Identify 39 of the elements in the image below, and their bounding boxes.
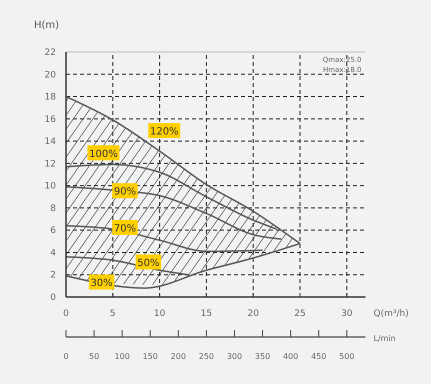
y-tick-label: 2 [50, 270, 56, 281]
x-tick-label: 20 [247, 309, 260, 319]
annotation: 100% [89, 148, 118, 160]
y-tick-label: 18 [44, 92, 56, 103]
x2-tick-label: 300 [226, 352, 242, 361]
x2-axis-title: L/min [374, 334, 396, 343]
x-tick-label: 10 [154, 309, 166, 319]
x2-tick-label: 200 [170, 352, 186, 361]
y-tick-label: 8 [50, 204, 56, 214]
x-tick-label: 25 [294, 309, 306, 319]
y-tick-label: 10 [44, 182, 56, 192]
x-axis-title: Q(m³/h) [374, 309, 409, 319]
y-tick-label: 14 [44, 137, 56, 148]
x2-tick-label: 350 [254, 352, 270, 361]
x-tick-label: 0 [63, 309, 70, 319]
x-tick-label: 15 [200, 309, 212, 319]
x2-tick-label: 500 [339, 352, 354, 361]
annotation: 50% [137, 258, 160, 269]
y-tick-label: 0 [50, 293, 56, 303]
annotation: 120% [150, 126, 179, 138]
y-tick-label: 16 [44, 114, 56, 125]
x2-tick-label: 0 [63, 352, 69, 361]
y-tick-label: 20 [44, 70, 56, 80]
x2-tick-label: 400 [283, 352, 298, 361]
x2-tick-label: 100 [114, 352, 130, 361]
annotation: 70% [114, 223, 136, 234]
x2-tick-label: 150 [142, 352, 158, 361]
x2-tick-label: 450 [311, 352, 326, 361]
y-tick-label: 4 [50, 248, 56, 258]
y-tick-label: 22 [44, 48, 56, 58]
y-axis-title: H(m) [34, 20, 60, 31]
annotation: 30% [90, 278, 113, 290]
x2-tick-label: 250 [198, 352, 214, 361]
x2-tick-label: 50 [88, 352, 100, 361]
x-tick-label: 5 [110, 309, 116, 319]
y-tick-label: 6 [50, 226, 56, 236]
annotation: 90% [114, 186, 136, 198]
x-tick-label: 30 [341, 309, 353, 319]
y-tick-label: 12 [44, 159, 56, 170]
